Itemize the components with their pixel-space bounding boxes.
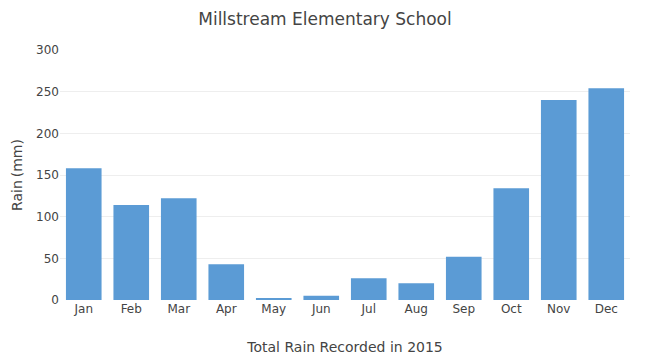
svg-text:150: 150 xyxy=(36,168,59,182)
svg-text:50: 50 xyxy=(44,252,59,266)
svg-text:100: 100 xyxy=(36,210,59,224)
svg-text:300: 300 xyxy=(36,43,59,57)
svg-text:Dec: Dec xyxy=(595,302,618,316)
svg-text:Aug: Aug xyxy=(405,302,428,316)
svg-text:Jun: Jun xyxy=(311,302,331,316)
svg-text:Total Rain Recorded in 2015: Total Rain Recorded in 2015 xyxy=(246,339,443,355)
svg-text:May: May xyxy=(261,302,286,316)
svg-text:Apr: Apr xyxy=(216,302,237,316)
svg-text:Nov: Nov xyxy=(547,302,570,316)
svg-text:Jul: Jul xyxy=(361,302,376,316)
svg-text:Rain (mm): Rain (mm) xyxy=(9,139,25,211)
svg-text:Jan: Jan xyxy=(74,302,94,316)
svg-text:0: 0 xyxy=(51,293,59,307)
svg-text:Mar: Mar xyxy=(167,302,190,316)
svg-text:Sep: Sep xyxy=(452,302,475,316)
svg-text:250: 250 xyxy=(36,85,59,99)
svg-text:Oct: Oct xyxy=(501,302,522,316)
svg-text:Millstream Elementary School: Millstream Elementary School xyxy=(198,9,452,29)
svg-text:Feb: Feb xyxy=(121,302,142,316)
svg-text:200: 200 xyxy=(36,127,59,141)
